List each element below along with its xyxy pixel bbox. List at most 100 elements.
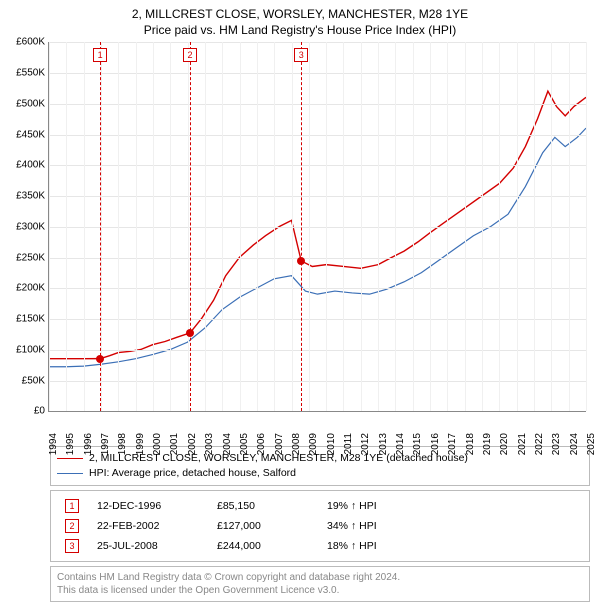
x-axis-label: 2016 [430, 433, 441, 455]
x-axis-label: 1994 [48, 433, 59, 455]
event-guideline [190, 42, 191, 411]
y-axis-label: £50K [9, 375, 45, 386]
gridline-v [188, 42, 189, 411]
gridline-v [586, 42, 587, 411]
x-axis-label: 2018 [465, 433, 476, 455]
chart-title-block: 2, MILLCREST CLOSE, WORSLEY, MANCHESTER,… [8, 6, 592, 38]
gridline-v [240, 42, 241, 411]
y-axis-label: £550K [9, 68, 45, 79]
legend-item-hpi: HPI: Average price, detached house, Salf… [57, 466, 583, 481]
y-axis-label: £450K [9, 129, 45, 140]
x-axis-label: 1998 [117, 433, 128, 455]
gridline-h [49, 319, 586, 320]
event-price: £127,000 [211, 516, 321, 536]
gridline-v [118, 42, 119, 411]
gridline-h [49, 135, 586, 136]
gridline-h [49, 42, 586, 43]
chart-container: 2, MILLCREST CLOSE, WORSLEY, MANCHESTER,… [0, 0, 600, 590]
legend-label-hpi: HPI: Average price, detached house, Salf… [89, 466, 296, 481]
x-axis-label: 2006 [256, 433, 267, 455]
event-index-box: 1 [65, 499, 79, 513]
footer-line1: Contains HM Land Registry data © Crown c… [57, 571, 583, 584]
y-axis-label: £0 [9, 406, 45, 417]
event-date: 25-JUL-2008 [91, 536, 211, 556]
gridline-v [205, 42, 206, 411]
x-axis-label: 2015 [412, 433, 423, 455]
gridline-h [49, 258, 586, 259]
gridline-v [343, 42, 344, 411]
gridline-v [413, 42, 414, 411]
y-axis-label: £350K [9, 191, 45, 202]
y-axis-label: £400K [9, 160, 45, 171]
y-axis-label: £300K [9, 221, 45, 232]
arrow-up-icon [351, 540, 356, 552]
y-axis-label: £500K [9, 98, 45, 109]
title-line2: Price paid vs. HM Land Registry's House … [8, 22, 592, 38]
x-axis-label: 1999 [135, 433, 146, 455]
gridline-v [499, 42, 500, 411]
y-axis-label: £100K [9, 344, 45, 355]
gridline-v [378, 42, 379, 411]
event-row: 1 12-DEC-1996£85,15019% HPI [59, 496, 581, 516]
gridline-v [551, 42, 552, 411]
gridline-h [49, 196, 586, 197]
gridline-v [309, 42, 310, 411]
y-axis-label: £200K [9, 283, 45, 294]
gridline-v [465, 42, 466, 411]
gridline-h [49, 350, 586, 351]
x-axis-label: 2014 [395, 433, 406, 455]
x-axis-label: 2025 [586, 433, 597, 455]
gridline-v [66, 42, 67, 411]
event-index-box: 3 [65, 539, 79, 553]
gridline-v [222, 42, 223, 411]
gridline-v [170, 42, 171, 411]
gridline-v [395, 42, 396, 411]
chart-area: £0£50K£100K£150K£200K£250K£300K£350K£400… [48, 42, 586, 440]
gridline-v [517, 42, 518, 411]
x-axis-label: 2021 [517, 433, 528, 455]
event-delta: 19% HPI [321, 496, 581, 516]
series-line-hpi [49, 128, 586, 367]
event-date: 22-FEB-2002 [91, 516, 211, 536]
y-axis-label: £250K [9, 252, 45, 263]
x-axis-label: 2024 [569, 433, 580, 455]
gridline-v [569, 42, 570, 411]
event-marker-dot [186, 329, 194, 337]
event-delta: 34% HPI [321, 516, 581, 536]
event-marker-dot [297, 257, 305, 265]
event-price: £244,000 [211, 536, 321, 556]
x-axis-label: 2012 [360, 433, 371, 455]
y-axis-label: £150K [9, 314, 45, 325]
event-row: 222-FEB-2002£127,00034% HPI [59, 516, 581, 536]
arrow-up-icon [351, 520, 356, 532]
x-axis-label: 2002 [187, 433, 198, 455]
gridline-v [257, 42, 258, 411]
event-date: 12-DEC-1996 [91, 496, 211, 516]
x-axis-label: 2000 [152, 433, 163, 455]
gridline-h [49, 227, 586, 228]
x-axis-label: 1996 [83, 433, 94, 455]
arrow-up-icon [351, 500, 356, 512]
x-axis-label: 2007 [274, 433, 285, 455]
gridline-h [49, 165, 586, 166]
plot-region: £0£50K£100K£150K£200K£250K£300K£350K£400… [48, 42, 586, 412]
x-axis-label: 2017 [447, 433, 458, 455]
x-axis-label: 1995 [65, 433, 76, 455]
x-axis-label: 2023 [551, 433, 562, 455]
footer-box: Contains HM Land Registry data © Crown c… [50, 566, 590, 602]
gridline-v [292, 42, 293, 411]
gridline-v [430, 42, 431, 411]
x-axis-label: 2003 [204, 433, 215, 455]
event-marker-box: 2 [183, 48, 197, 62]
gridline-v [361, 42, 362, 411]
x-axis-label: 2022 [534, 433, 545, 455]
x-axis-label: 1997 [100, 433, 111, 455]
x-axis-label: 2004 [222, 433, 233, 455]
x-axis-label: 2008 [291, 433, 302, 455]
event-price: £85,150 [211, 496, 321, 516]
footer-line2: This data is licensed under the Open Gov… [57, 584, 583, 597]
gridline-v [274, 42, 275, 411]
x-axis-ticks: 1994199519961997199819992000200120022003… [48, 412, 586, 440]
gridline-v [447, 42, 448, 411]
legend-swatch-property [57, 458, 83, 459]
